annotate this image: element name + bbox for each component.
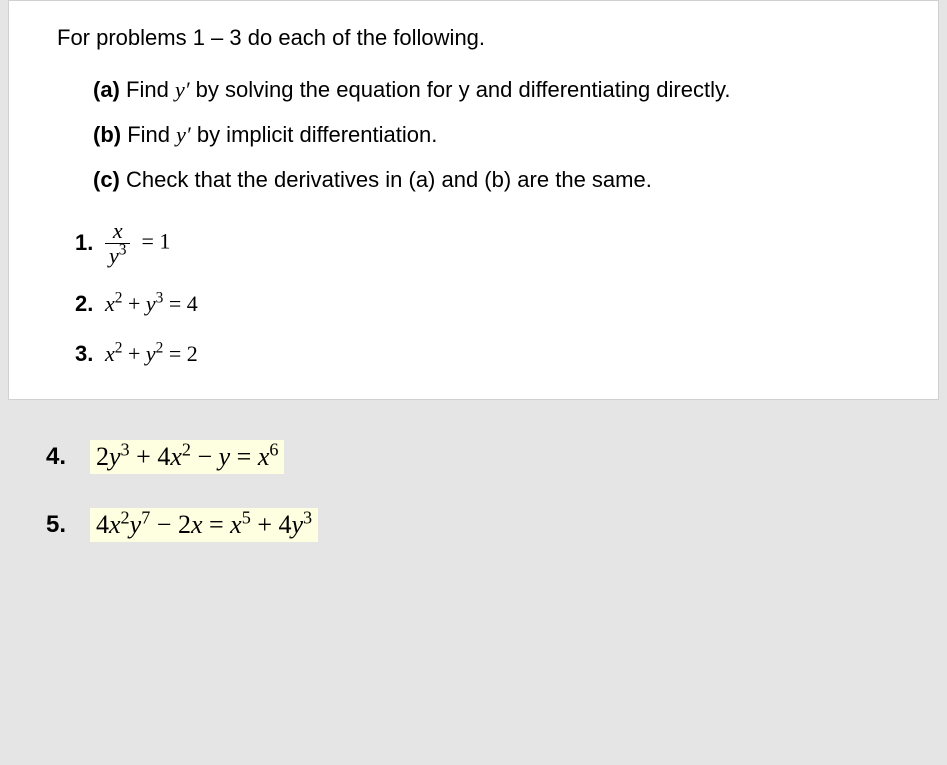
- lower-problems: 4. 2y3 + 4x2 − y = x6 5. 4x2y7 − 2x = x5…: [0, 440, 947, 542]
- subitem-c-label: (c): [93, 167, 120, 192]
- subitem-a-expr: y′: [175, 77, 190, 102]
- fraction: x y3: [105, 220, 130, 267]
- problem-3-number: 3.: [75, 341, 105, 367]
- fraction-denominator: y3: [105, 244, 130, 267]
- subitem-b-text1: Find: [127, 122, 176, 147]
- subitem-b-text2: by implicit differentiation.: [191, 122, 438, 147]
- intro-text: For problems 1 – 3 do each of the follow…: [37, 21, 916, 54]
- subitem-b-label: (b): [93, 122, 121, 147]
- problem-1-math: x y3 = 1: [105, 220, 170, 267]
- subitem-b: (b) Find y′ by implicit differentiation.: [93, 117, 916, 152]
- problem-2-math: x2 + y3 = 4: [105, 291, 198, 317]
- problem-3: 3. x2 + y2 = 2: [75, 341, 916, 367]
- subitem-b-expr: y′: [176, 122, 191, 147]
- problem-4-math: 2y3 + 4x2 − y = x6: [90, 440, 284, 474]
- subitem-c-text: Check that the derivatives in (a) and (b…: [126, 167, 652, 192]
- fraction-numerator: x: [105, 220, 130, 244]
- subitem-a-text1: Find: [126, 77, 175, 102]
- instruction-box: For problems 1 – 3 do each of the follow…: [8, 0, 939, 400]
- subitem-a-text2: by solving the equation for y and differ…: [190, 77, 731, 102]
- subitem-a-label: (a): [93, 77, 120, 102]
- problem-1-number: 1.: [75, 230, 105, 256]
- problem-3-math: x2 + y2 = 2: [105, 341, 198, 367]
- problem-1-rhs: = 1: [141, 228, 170, 253]
- problem-4: 4. 2y3 + 4x2 − y = x6: [46, 440, 947, 474]
- problem-2-number: 2.: [75, 291, 105, 317]
- subitem-c: (c) Check that the derivatives in (a) an…: [93, 162, 916, 197]
- problem-4-number: 4.: [46, 443, 90, 471]
- subitem-a: (a) Find y′ by solving the equation for …: [93, 72, 916, 107]
- subitems-list: (a) Find y′ by solving the equation for …: [37, 72, 916, 198]
- problem-1: 1. x y3 = 1: [75, 220, 916, 267]
- problem-2: 2. x2 + y3 = 4: [75, 291, 916, 317]
- problems-list: 1. x y3 = 1 2. x2 + y3 = 4 3. x2 + y2 = …: [37, 220, 916, 367]
- problem-5-number: 5.: [46, 511, 90, 539]
- problem-5-math: 4x2y7 − 2x = x5 + 4y3: [90, 508, 318, 542]
- problem-5: 5. 4x2y7 − 2x = x5 + 4y3: [46, 508, 947, 542]
